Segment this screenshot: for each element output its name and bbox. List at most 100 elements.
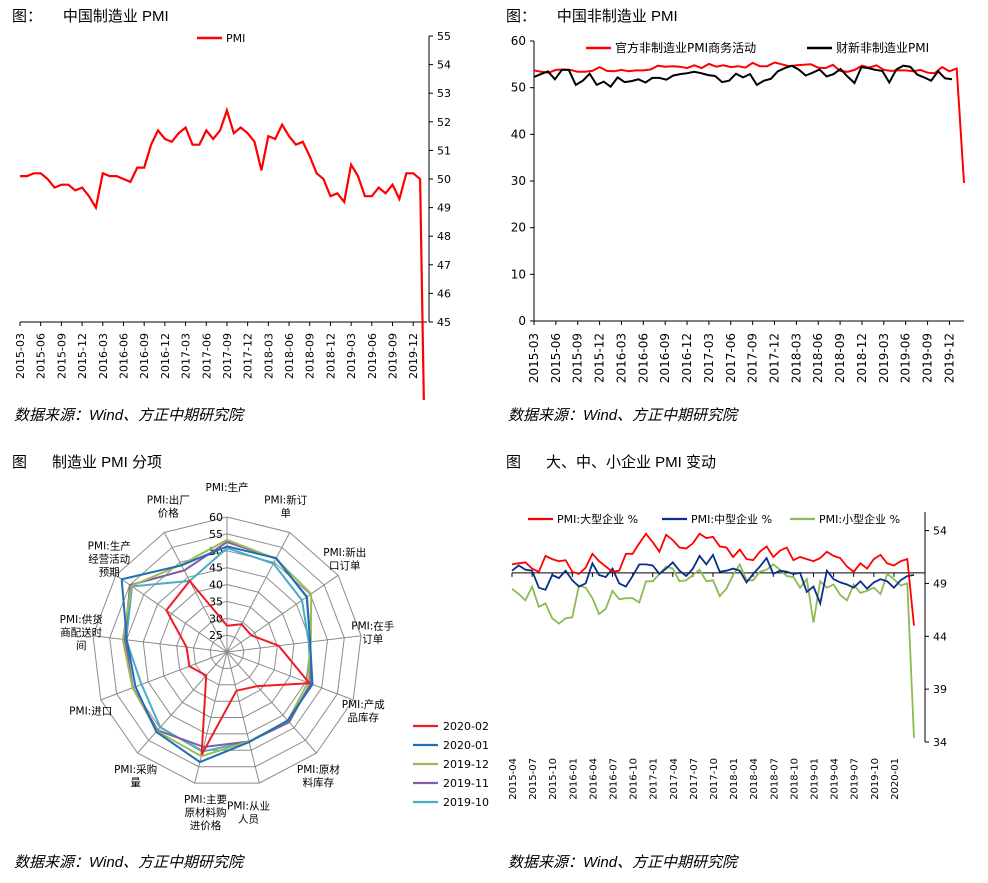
- x-tick-label: 2015-06: [549, 333, 563, 383]
- x-tick-label: 2015-12: [593, 333, 607, 383]
- legend-label: PMI: [226, 32, 245, 45]
- x-tick-label: 2017-06: [724, 333, 738, 383]
- radar-axis-label-line: 经营活动: [88, 552, 130, 565]
- radar-grid-ring: [176, 600, 278, 702]
- x-tick-label: 2015-10: [548, 758, 559, 800]
- radar-grid-ring: [92, 516, 362, 784]
- radar-grid-ring: [159, 583, 295, 718]
- x-tick-label: 2016-04: [588, 758, 599, 800]
- x-tick-label: 2018-06: [811, 333, 825, 383]
- radar-axis-label-line: 价格: [158, 506, 179, 519]
- legend-label: 2019-12: [443, 758, 489, 771]
- y-tick-label: 0: [518, 314, 526, 328]
- y-tick-label: 44: [933, 630, 947, 643]
- x-tick-label: 2019-03: [345, 333, 358, 379]
- radar-axis-label: PMI:采购量: [114, 763, 157, 789]
- x-tick-label: 2015-12: [76, 333, 89, 379]
- x-tick-label: 2016-03: [614, 333, 628, 383]
- y-tick-label: 52: [437, 116, 451, 129]
- y-tick-label: 47: [437, 259, 451, 272]
- x-tick-label: 2015-07: [528, 758, 539, 800]
- x-tick-label: 2019-03: [877, 333, 891, 383]
- radar-axis-label: PMI:产成品库存: [342, 698, 386, 724]
- radar-axis-label: PMI:生产: [205, 481, 248, 494]
- legend-label: 2020-01: [443, 739, 489, 752]
- radar-tick-label: 40: [209, 579, 223, 592]
- x-tick-label: 2015-09: [571, 333, 585, 383]
- y-tick-label: 49: [933, 577, 947, 590]
- radar-tick-label: 45: [209, 562, 223, 575]
- radar-tick-label: 55: [209, 528, 223, 541]
- x-tick-label: 2017-06: [200, 333, 213, 379]
- series-line-PMI:小型企业 %: [511, 562, 915, 738]
- radar-axis-label: PMI:新订单: [264, 493, 308, 519]
- radar-spoke: [100, 651, 228, 701]
- x-tick-label: 2019-01: [810, 758, 821, 800]
- radar-grid-ring: [142, 567, 312, 735]
- radar-spoke: [226, 651, 260, 784]
- x-tick-label: 2019-07: [850, 758, 861, 800]
- x-tick-label: 2017-10: [709, 758, 720, 800]
- radar-spoke: [163, 532, 228, 653]
- radar-grid-ring: [109, 533, 345, 768]
- legend-label: 官方非制造业PMI商务活动: [615, 40, 756, 55]
- radar-axis-label: PMI:在手订单: [351, 620, 394, 646]
- radar-axis-label-line: 人员: [238, 814, 259, 826]
- legend-label: 2019-11: [443, 777, 489, 790]
- y-tick-label: 30: [511, 174, 526, 188]
- y-tick-label: 45: [437, 316, 451, 329]
- y-tick-label: 54: [933, 525, 947, 538]
- y-tick-label: 54: [437, 59, 451, 72]
- y-tick-label: 51: [437, 144, 451, 157]
- radar-axis-label-line: PMI:产成: [342, 698, 386, 711]
- radar-axis-label-line: PMI:从业: [227, 801, 270, 813]
- y-tick-label: 50: [437, 173, 451, 186]
- y-tick-label: 40: [511, 127, 526, 141]
- x-tick-label: 2015-09: [55, 333, 68, 379]
- radar-axis-label-line: PMI:原材: [297, 763, 341, 776]
- series-line-PMI:大型企业 %: [511, 532, 915, 626]
- x-tick-label: 2017-09: [221, 333, 234, 379]
- radar-axis-label-line: 口订单: [329, 560, 361, 572]
- x-tick-label: 2019-12: [942, 333, 956, 383]
- radar-axis-label: PMI:出厂价格: [147, 493, 190, 519]
- x-tick-label: 2016-06: [117, 333, 130, 379]
- x-tick-label: 2016-10: [629, 758, 640, 800]
- radar-series-2019-12: [121, 538, 313, 758]
- chart-panel-enterprise-size-pmi: 图 大、中、小企业 PMI 变动 34 39 44 49 54 2015-04 2015-0…: [494, 440, 988, 883]
- x-tick-label: 2018-04: [749, 758, 760, 800]
- x-tick-label: 2018-06: [283, 333, 296, 379]
- data-source: 数据来源：Wind、方正中期研究院: [14, 854, 244, 871]
- radar-axis-label-line: 订单: [362, 634, 383, 646]
- x-tick-label: 2019-10: [870, 758, 881, 800]
- x-tick-label: 2015-03: [527, 333, 541, 383]
- data-source: 数据来源：Wind、方正中期研究院: [14, 407, 244, 424]
- radar-spoke: [115, 574, 228, 653]
- x-tick-label: 2017-03: [180, 333, 193, 379]
- chart-panel-pmi-components: 图 制造业 PMI 分项 25 30 35 40 45 50 55 60 PMI:生产 PMI:新…: [0, 440, 494, 883]
- x-tick-label: 2020-01: [890, 758, 901, 800]
- radar-axis-label: PMI:供货商配送时间: [60, 613, 103, 652]
- radar-spoke: [226, 532, 291, 653]
- x-tick-label: 2018-09: [833, 333, 847, 383]
- legend-label: 2019-10: [443, 796, 489, 809]
- radar-axis-label-line: PMI:生产: [205, 481, 248, 494]
- x-tick-label: 2016-12: [680, 333, 694, 383]
- legend-label: PMI:大型企业 %: [557, 512, 638, 526]
- y-tick-label: 49: [437, 202, 451, 215]
- x-tick-label: 2016-07: [609, 758, 620, 800]
- chart-title: 图： 中国非制造业 PMI: [506, 8, 678, 25]
- radar-axis-label: PMI:主要原材料购进价格: [184, 794, 227, 832]
- radar-spoke: [226, 651, 317, 754]
- radar-axis-label-line: PMI:进口: [69, 706, 112, 718]
- data-source: 数据来源：Wind、方正中期研究院: [508, 854, 738, 871]
- radar-grid-ring: [209, 634, 245, 669]
- x-tick-label: 2019-12: [407, 333, 420, 379]
- radar-series-2020-01: [120, 545, 314, 764]
- manufacturing-pmi-chart: 45 46 47 48 49 50 51 52 53 54 55 2015-03 2015-06 2015…: [14, 30, 451, 400]
- radar-axis-label-line: PMI:新出: [323, 546, 366, 559]
- x-tick-label: 2016-03: [97, 333, 110, 379]
- nonmanufacturing-pmi-chart: 0 10 20 30 40 50 60 2015-03 2015-06 2015-09 2015-1…: [511, 34, 965, 383]
- y-tick-label: 39: [933, 683, 947, 696]
- x-tick-label: 2017-12: [242, 333, 255, 379]
